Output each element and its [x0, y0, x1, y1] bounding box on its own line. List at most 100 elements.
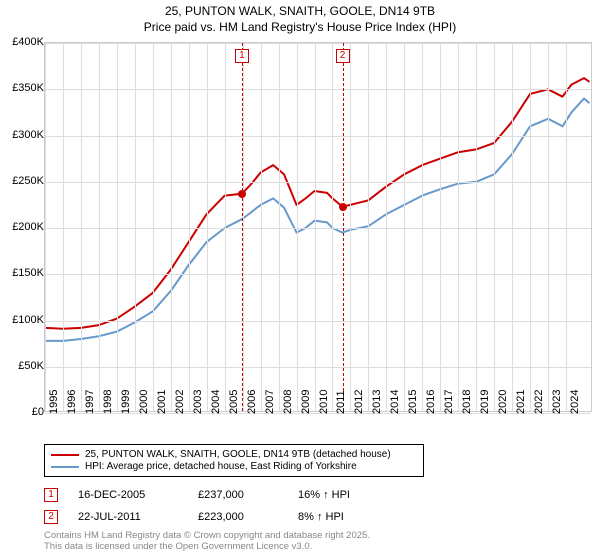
sales-date: 16-DEC-2005	[78, 489, 178, 501]
xtick-label: 2024	[569, 390, 581, 414]
xtick-label: 2015	[407, 390, 419, 414]
gridline-h	[45, 274, 591, 275]
gridline-v	[279, 43, 280, 411]
xtick-label: 2020	[497, 390, 509, 414]
title-line-2: Price paid vs. HM Land Registry's House …	[0, 20, 600, 36]
sales-date: 22-JUL-2011	[78, 511, 178, 523]
sale-marker-label: 2	[336, 49, 350, 63]
sales-price: £223,000	[198, 511, 278, 523]
gridline-v	[189, 43, 190, 411]
sales-delta: 16% ↑ HPI	[298, 489, 350, 501]
xtick-label: 2011	[335, 390, 347, 414]
sales-table: 1 16-DEC-2005 £237,000 16% ↑ HPI 2 22-JUL-201…	[44, 484, 350, 528]
gridline-v	[135, 43, 136, 411]
legend-swatch	[51, 466, 79, 468]
legend-swatch	[51, 454, 79, 456]
gridline-h	[45, 89, 591, 90]
gridline-v	[440, 43, 441, 411]
gridline-h	[45, 136, 591, 137]
xtick-label: 2007	[264, 390, 276, 414]
chart-title: 25, PUNTON WALK, SNAITH, GOOLE, DN14 9TB…	[0, 0, 600, 35]
xtick-label: 2022	[533, 390, 545, 414]
sale-marker-line	[242, 43, 243, 411]
sales-row: 1 16-DEC-2005 £237,000 16% ↑ HPI	[44, 484, 350, 506]
xtick-label: 2002	[174, 390, 186, 414]
ytick-label: £150K	[12, 267, 44, 279]
gridline-v	[530, 43, 531, 411]
gridline-h	[45, 182, 591, 183]
gridline-v	[458, 43, 459, 411]
gridline-v	[99, 43, 100, 411]
sales-marker-icon: 1	[44, 488, 58, 502]
xtick-label: 1999	[120, 390, 132, 414]
gridline-v	[81, 43, 82, 411]
gridline-v	[153, 43, 154, 411]
xtick-label: 2017	[443, 390, 455, 414]
xtick-label: 2000	[138, 390, 150, 414]
sale-dot	[238, 190, 246, 198]
footnote-line-2: This data is licensed under the Open Gov…	[44, 541, 370, 552]
xtick-label: 2018	[461, 390, 473, 414]
gridline-v	[261, 43, 262, 411]
gridline-v	[476, 43, 477, 411]
footnote-line-1: Contains HM Land Registry data © Crown c…	[44, 530, 370, 541]
ytick-label: £350K	[12, 82, 44, 94]
gridline-h	[45, 228, 591, 229]
xtick-label: 2016	[425, 390, 437, 414]
xtick-label: 1998	[102, 390, 114, 414]
gridline-v	[350, 43, 351, 411]
ytick-label: £300K	[12, 129, 44, 141]
chart-container: 25, PUNTON WALK, SNAITH, GOOLE, DN14 9TB…	[0, 0, 600, 560]
ytick-label: £100K	[12, 314, 44, 326]
gridline-v	[207, 43, 208, 411]
xtick-label: 2005	[228, 390, 240, 414]
xtick-label: 2006	[246, 390, 258, 414]
xtick-label: 2023	[551, 390, 563, 414]
gridline-h	[45, 367, 591, 368]
sale-marker-label: 1	[235, 49, 249, 63]
ytick-label: £400K	[12, 36, 44, 48]
sales-delta: 8% ↑ HPI	[298, 511, 344, 523]
gridline-v	[494, 43, 495, 411]
sale-marker-line	[343, 43, 344, 411]
gridline-v	[386, 43, 387, 411]
xtick-label: 2004	[210, 390, 222, 414]
ytick-label: £0	[32, 406, 44, 418]
xtick-label: 2019	[479, 390, 491, 414]
gridline-v	[368, 43, 369, 411]
gridline-v	[45, 43, 46, 411]
sales-marker-icon: 2	[44, 510, 58, 524]
sale-dot	[339, 203, 347, 211]
gridline-v	[63, 43, 64, 411]
xtick-label: 2014	[389, 390, 401, 414]
legend-label: HPI: Average price, detached house, East…	[85, 461, 357, 472]
legend: 25, PUNTON WALK, SNAITH, GOOLE, DN14 9TB…	[44, 444, 424, 477]
sales-price: £237,000	[198, 489, 278, 501]
footnote: Contains HM Land Registry data © Crown c…	[44, 530, 370, 553]
xtick-label: 2001	[156, 390, 168, 414]
gridline-v	[404, 43, 405, 411]
ytick-label: £50K	[18, 360, 44, 372]
legend-label: 25, PUNTON WALK, SNAITH, GOOLE, DN14 9TB…	[85, 449, 391, 460]
gridline-v	[315, 43, 316, 411]
gridline-v	[297, 43, 298, 411]
gridline-v	[422, 43, 423, 411]
title-line-1: 25, PUNTON WALK, SNAITH, GOOLE, DN14 9TB	[0, 4, 600, 20]
gridline-v	[171, 43, 172, 411]
xtick-label: 1996	[66, 390, 78, 414]
gridline-v	[225, 43, 226, 411]
xtick-label: 1995	[48, 390, 60, 414]
gridline-v	[332, 43, 333, 411]
xtick-label: 2008	[282, 390, 294, 414]
xtick-label: 2010	[318, 390, 330, 414]
legend-item: HPI: Average price, detached house, East…	[51, 461, 417, 472]
xtick-label: 1997	[84, 390, 96, 414]
sales-row: 2 22-JUL-2011 £223,000 8% ↑ HPI	[44, 506, 350, 528]
gridline-v	[117, 43, 118, 411]
xtick-label: 2009	[300, 390, 312, 414]
chart-svg	[45, 43, 591, 411]
gridline-v	[548, 43, 549, 411]
plot-area: 12	[44, 42, 592, 412]
xtick-label: 2021	[515, 390, 527, 414]
xtick-label: 2012	[353, 390, 365, 414]
